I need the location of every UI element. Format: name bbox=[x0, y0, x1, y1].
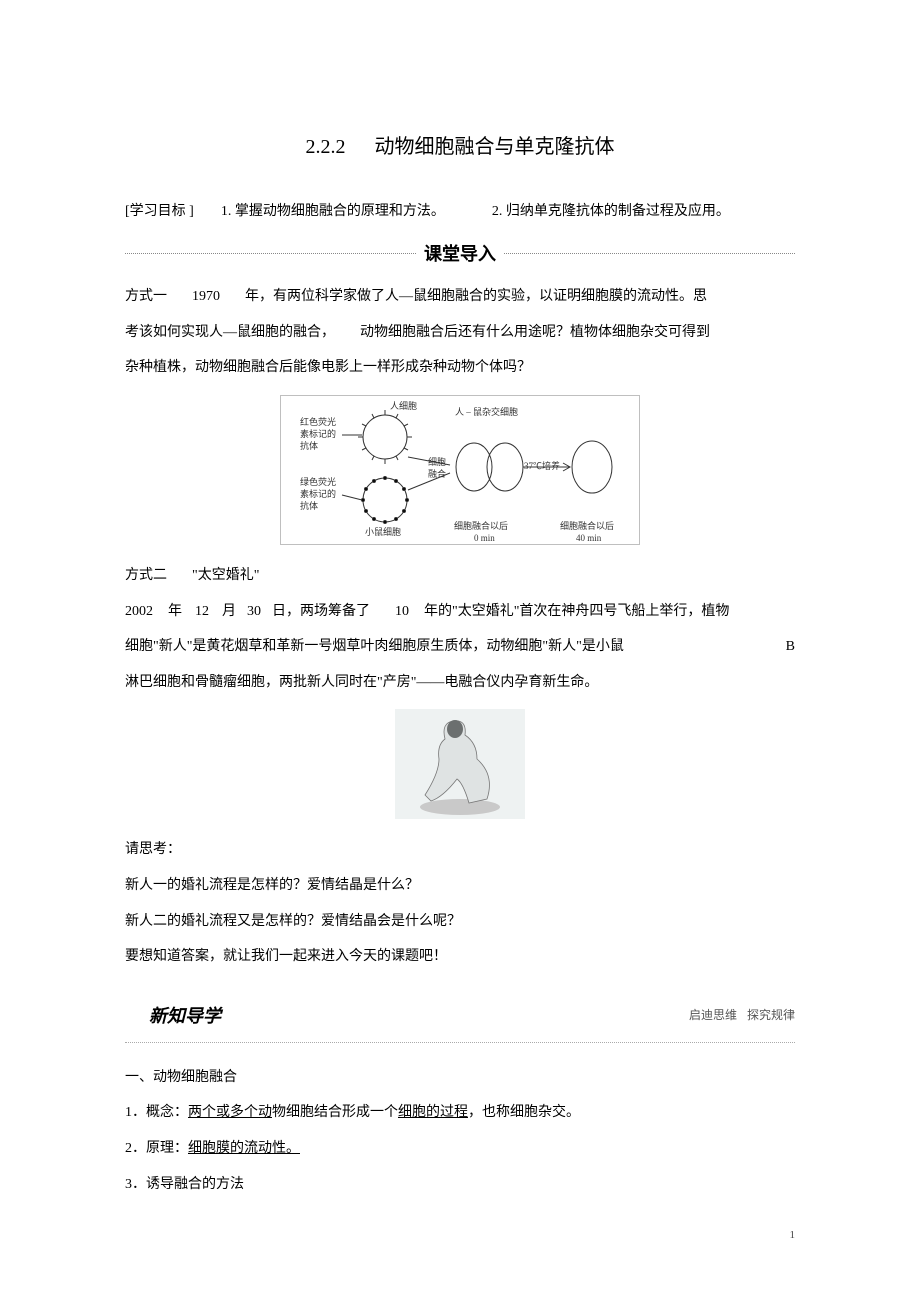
banner-class-intro: 课堂导入 bbox=[125, 240, 795, 266]
method2-line3: 淋巴细胞和骨髓瘤细胞，两批新人同时在"产房"——电融合仪内孕育新生命。 bbox=[125, 666, 795, 700]
svg-text:素标记的: 素标记的 bbox=[300, 428, 336, 439]
objective-2: 归纳单克隆抗体的制备过程及应用。 bbox=[506, 204, 730, 219]
banner-label: 课堂导入 bbox=[416, 240, 504, 266]
m2-year: 2002 bbox=[125, 604, 153, 619]
svg-text:绿色荧光: 绿色荧光 bbox=[300, 476, 336, 487]
objective-1-num: 1. bbox=[221, 204, 232, 219]
method1-line2a: 考该如何实现人—鼠细胞的融合， bbox=[125, 325, 335, 340]
svg-text:人 – 鼠杂交细胞: 人 – 鼠杂交细胞 bbox=[455, 406, 518, 417]
m2-l1e: 30 bbox=[247, 604, 261, 619]
think-l3: 要想知道答案，就让我们一起来进入今天的课题吧！ bbox=[125, 940, 795, 974]
s1-p1e: ，也称细胞杂交。 bbox=[468, 1105, 580, 1120]
svg-text:40 min: 40 min bbox=[576, 533, 602, 543]
m2-l1c: 12 bbox=[195, 604, 209, 619]
s1-p1b: 两个或多个动 bbox=[188, 1105, 272, 1120]
section1-p3: 3．诱导融合的方法 bbox=[125, 1168, 795, 1202]
banner-new-knowledge: 新知导学 启迪思维 探究规律 bbox=[125, 998, 795, 1032]
divider-line bbox=[504, 253, 795, 254]
svg-text:抗体: 抗体 bbox=[300, 500, 318, 511]
method2-head: 方式二 bbox=[125, 568, 167, 583]
section1-p2: 2．原理：细胞膜的流动性。 bbox=[125, 1132, 795, 1166]
svg-text:人细胞: 人细胞 bbox=[390, 400, 417, 411]
svg-text:细胞融合以后: 细胞融合以后 bbox=[560, 520, 614, 531]
svg-text:细胞融合以后: 细胞融合以后 bbox=[454, 520, 508, 531]
divider-line bbox=[125, 253, 416, 254]
svg-text:小鼠细胞: 小鼠细胞 bbox=[365, 526, 401, 537]
s1-p1-num: 1 bbox=[125, 1105, 132, 1120]
s1-p2b: 细胞膜的流动性。 bbox=[188, 1141, 300, 1156]
method2-head-row: 方式二 "太空婚礼" bbox=[125, 559, 795, 593]
method1-head: 方式一 bbox=[125, 289, 167, 304]
m2-l1d: 月 bbox=[222, 604, 236, 619]
s1-p1d: 细胞的过程 bbox=[398, 1105, 468, 1120]
s1-p3-num: 3 bbox=[125, 1177, 132, 1192]
banner2-tail2: 探究规律 bbox=[747, 1006, 795, 1023]
method2-line1: 2002 年 12 月 30 日，两场筹备了 10 年的"太空婚礼"首次在神舟四… bbox=[125, 595, 795, 629]
svg-text:0 min: 0 min bbox=[474, 533, 495, 543]
method1-line3: 杂种植株，动物细胞融合后能像电影上一样形成杂种动物个体吗？ bbox=[125, 351, 795, 385]
m2-l2-B: B bbox=[786, 630, 795, 664]
figure-cell-fusion-diagram: 红色荧光 素标记的 抗体 绿色荧光 素标记的 抗体 人细胞 人 – 鼠杂交细胞 … bbox=[280, 395, 640, 545]
title-number: 2.2.2 bbox=[306, 136, 346, 158]
objective-1: 掌握动物细胞融合的原理和方法。 bbox=[235, 204, 445, 219]
s1-p2a: ．原理： bbox=[132, 1141, 188, 1156]
s1-p1c: 物细胞结合形成一个 bbox=[272, 1105, 398, 1120]
method1-line2b: 动物细胞融合后还有什么用途呢？植物体细胞杂交可得到 bbox=[360, 325, 710, 340]
method1-line1-tail: 年，有两位科学家做了人—鼠细胞融合的实验，以证明细胞膜的流动性。思 bbox=[245, 289, 707, 304]
m2-l1g: 10 bbox=[395, 604, 409, 619]
page-number: 1 bbox=[790, 1229, 796, 1241]
objective-2-num: 2. bbox=[492, 204, 503, 219]
m2-l1f: 日，两场筹备了 bbox=[272, 604, 370, 619]
banner2-label: 新知导学 bbox=[135, 998, 235, 1032]
objectives-label: [学习目标 ] bbox=[125, 204, 194, 219]
title-text: 动物细胞融合与单克隆抗体 bbox=[375, 136, 615, 158]
svg-text:红色荧光: 红色荧光 bbox=[300, 416, 336, 427]
svg-text:37℃培养: 37℃培养 bbox=[524, 460, 560, 471]
think-l1: 新人一的婚礼流程是怎样的？爱情结晶是什么？ bbox=[125, 869, 795, 903]
section1-p1: 1．概念：两个或多个动物细胞结合形成一个细胞的过程，也称细胞杂交。 bbox=[125, 1096, 795, 1130]
svg-text:融合: 融合 bbox=[428, 468, 446, 479]
method1-line2: 考该如何实现人—鼠细胞的融合， 动物细胞融合后还有什么用途呢？植物体细胞杂交可得… bbox=[125, 316, 795, 350]
method1-year: 1970 bbox=[192, 289, 220, 304]
method1-line1: 方式一 1970 年，有两位科学家做了人—鼠细胞融合的实验，以证明细胞膜的流动性… bbox=[125, 280, 795, 314]
think-label: 请思考： bbox=[125, 833, 795, 867]
method2-title: "太空婚礼" bbox=[192, 568, 259, 583]
svg-text:素标记的: 素标记的 bbox=[300, 488, 336, 499]
m2-l1b: 年 bbox=[168, 604, 182, 619]
method2-line2: 细胞"新人"是黄花烟草和革新一号烟草叶肉细胞原生质体，动物细胞"新人"是小鼠 B bbox=[125, 630, 795, 664]
s1-p1a: ．概念： bbox=[132, 1105, 188, 1120]
banner2-tail1: 启迪思维 bbox=[689, 1006, 737, 1023]
think-l2: 新人二的婚礼流程又是怎样的？爱情结晶会是什么呢？ bbox=[125, 905, 795, 939]
svg-text:抗体: 抗体 bbox=[300, 440, 318, 451]
s1-p3a: ．诱导融合的方法 bbox=[132, 1177, 244, 1192]
m2-l1h: 年的"太空婚礼"首次在神舟四号飞船上举行，植物 bbox=[424, 604, 729, 619]
m2-l2: 细胞"新人"是黄花烟草和革新一号烟草叶肉细胞原生质体，动物细胞"新人"是小鼠 bbox=[125, 630, 624, 664]
banner2-underline bbox=[125, 1042, 795, 1043]
s1-p2-num: 2 bbox=[125, 1141, 132, 1156]
learning-objectives: [学习目标 ] 1. 掌握动物细胞融合的原理和方法。 2. 归纳单克隆抗体的制备… bbox=[125, 199, 795, 224]
figure-space-wedding bbox=[395, 709, 525, 819]
section1-head: 一、动物细胞融合 bbox=[125, 1061, 795, 1095]
